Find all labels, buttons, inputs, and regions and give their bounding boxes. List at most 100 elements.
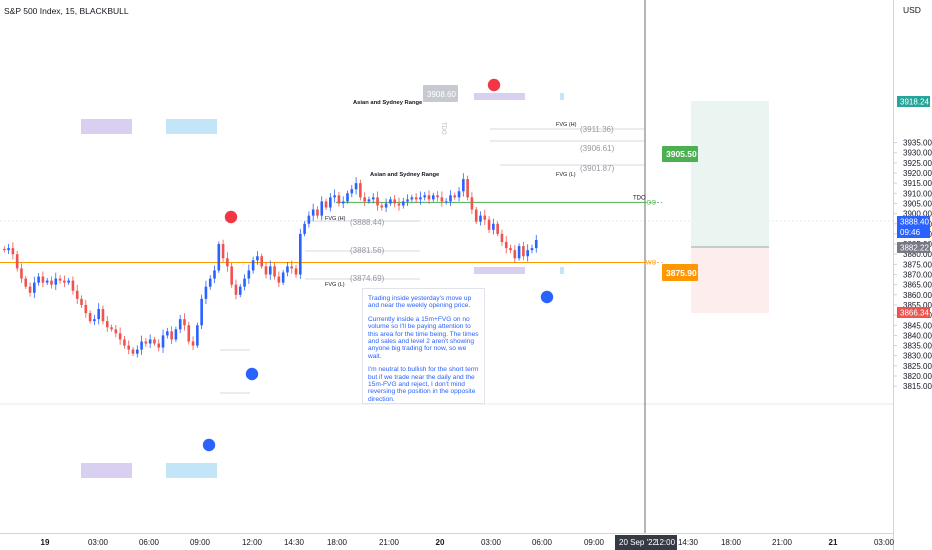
candle-body [101, 309, 105, 322]
range-label: Asian and Sydney Range [353, 100, 423, 106]
candle-body [37, 276, 40, 283]
x-tick-label: 18:00 [721, 538, 742, 547]
candle-body [346, 193, 349, 202]
price-tag-value: 3908.60 [427, 90, 456, 99]
candle-body [466, 179, 469, 198]
y-tick-label: 3825.00 [903, 362, 932, 371]
swing-markers [202, 78, 554, 452]
x-tick-label: 14:30 [678, 538, 699, 547]
candle-body [423, 195, 427, 198]
candle-body [333, 195, 336, 198]
candle-body [217, 244, 221, 271]
trade-note: Trading inside yesterday's move up and n… [362, 288, 485, 404]
candle-body [286, 266, 289, 273]
range-label: Asian and Sydney Range [370, 172, 440, 178]
candle-body [376, 197, 379, 206]
candle-body [251, 260, 255, 271]
candle-body [440, 197, 444, 202]
swing-marker [202, 438, 216, 452]
candle-body [54, 278, 58, 285]
fvg-level-value: (3881.56) [350, 246, 385, 255]
candle-body [157, 343, 161, 348]
currency-label: USD [903, 5, 921, 15]
candle-body [513, 250, 517, 259]
candle-body [174, 329, 178, 340]
y-tick-label: 3835.00 [903, 342, 932, 351]
y-tick-label: 3915.00 [903, 179, 932, 188]
candle-body [247, 270, 251, 279]
y-tick-label: 3820.00 [903, 372, 932, 381]
price-badge [897, 96, 930, 107]
candle-body [144, 341, 148, 344]
x-tick-label: 18:00 [327, 538, 348, 547]
candle-body [517, 246, 521, 259]
y-tick-label: 3880.00 [903, 250, 932, 259]
x-tick-label: 21:00 [772, 538, 793, 547]
candle-body [63, 280, 66, 283]
price-badge-value: 3882.22 [900, 244, 929, 253]
candle-body [238, 286, 242, 295]
candle-body [299, 233, 302, 275]
candle-body [153, 339, 156, 344]
candle-body [406, 199, 409, 202]
candle-body [221, 244, 225, 259]
candle-body [161, 335, 165, 348]
crosshair-time: 12:00 [655, 538, 676, 547]
tdo-badge-value: 3905.50 [666, 149, 697, 159]
wo-badge [662, 264, 698, 281]
swing-marker [540, 290, 554, 304]
candle-body [350, 189, 354, 194]
swing-marker [245, 367, 259, 381]
candle-body [509, 248, 512, 251]
y-tick-label: 3865.00 [903, 281, 932, 290]
candle-body [256, 256, 259, 261]
candle-body [7, 248, 10, 251]
candle-body [24, 278, 28, 287]
candle-body [483, 215, 487, 220]
crosshair-time-badge [615, 535, 677, 550]
candle-body [93, 319, 96, 322]
candle-body [200, 298, 203, 326]
x-tick-label: 09:00 [584, 538, 605, 547]
price-tag-box [423, 85, 458, 102]
candle-body [354, 183, 358, 190]
candle-body [410, 197, 414, 200]
note-line-2: Currently inside a 15m+FVG on no volume … [368, 315, 479, 360]
vertical-tdo-label: TDO [440, 122, 446, 135]
crosshair-date: 20 Sep '22 [619, 538, 658, 547]
candle-body [28, 286, 32, 293]
tdo-badge [662, 146, 698, 162]
swing-marker [224, 210, 238, 224]
y-tick-label: 3910.00 [903, 189, 932, 198]
candle-body [213, 270, 216, 279]
candle-body [243, 278, 246, 287]
candle-body [401, 201, 405, 206]
x-tick-label: 09:00 [190, 538, 211, 547]
y-tick-label: 3845.00 [903, 321, 932, 330]
candle-body [226, 258, 229, 267]
candle-body [329, 197, 332, 208]
candle-body [3, 248, 6, 251]
candle-body [84, 304, 88, 314]
candle-body [114, 329, 118, 334]
fvg-level-label: FVG (L) [556, 172, 576, 178]
candle-body [307, 215, 311, 224]
candle-body [320, 201, 324, 216]
session-box [474, 93, 525, 100]
candle-body [294, 268, 298, 275]
price-badge [897, 307, 930, 318]
candle-body [432, 195, 435, 200]
candle-body [33, 282, 36, 293]
candle-body [204, 286, 208, 299]
candle-body [45, 280, 49, 283]
session-box [166, 119, 217, 134]
y-tick-label: 3905.00 [903, 199, 932, 208]
y-tick-label: 3855.00 [903, 301, 932, 310]
candle-body [273, 266, 276, 277]
x-tick-label: 14:30 [284, 538, 305, 547]
candle-body [58, 278, 62, 281]
candle-body [530, 248, 534, 251]
session-box [81, 463, 132, 478]
